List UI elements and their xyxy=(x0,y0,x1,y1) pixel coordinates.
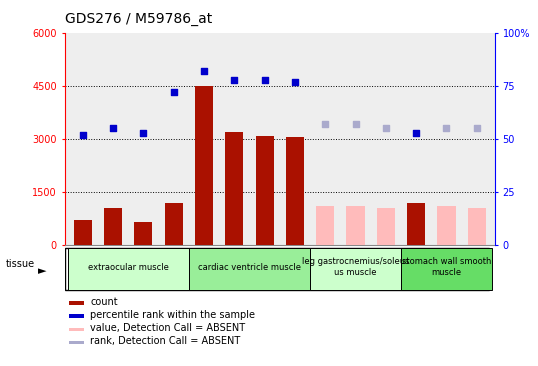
Point xyxy=(321,121,330,127)
Text: cardiac ventricle muscle: cardiac ventricle muscle xyxy=(198,263,301,272)
Point xyxy=(472,126,481,131)
Point xyxy=(200,68,208,74)
Bar xyxy=(165,203,183,245)
Bar xyxy=(68,247,189,290)
Bar xyxy=(69,341,84,344)
Point xyxy=(412,130,421,136)
Bar xyxy=(286,137,304,245)
Bar xyxy=(69,302,84,305)
Text: GDS276 / M59786_at: GDS276 / M59786_at xyxy=(65,12,212,26)
Text: rank, Detection Call = ABSENT: rank, Detection Call = ABSENT xyxy=(90,336,240,346)
Bar xyxy=(346,206,365,245)
Bar xyxy=(316,206,334,245)
Text: ►: ► xyxy=(38,266,46,276)
Bar xyxy=(74,220,92,245)
Point xyxy=(139,130,147,136)
Text: count: count xyxy=(90,297,118,307)
Text: stomach wall smooth
muscle: stomach wall smooth muscle xyxy=(402,257,491,277)
Bar xyxy=(195,86,213,245)
Text: percentile rank within the sample: percentile rank within the sample xyxy=(90,310,256,320)
Bar xyxy=(134,222,152,245)
Point xyxy=(351,121,360,127)
Bar xyxy=(256,135,274,245)
Point xyxy=(260,77,269,83)
Point xyxy=(230,77,238,83)
Bar xyxy=(310,247,401,290)
Bar xyxy=(104,208,122,245)
Bar xyxy=(437,206,456,245)
Text: extraocular muscle: extraocular muscle xyxy=(88,263,168,272)
Point xyxy=(442,126,451,131)
Bar xyxy=(225,132,243,245)
Bar xyxy=(377,208,395,245)
Bar xyxy=(189,247,310,290)
Bar xyxy=(407,203,425,245)
Point xyxy=(381,126,390,131)
Point xyxy=(291,79,299,85)
Bar xyxy=(69,314,84,318)
Bar xyxy=(401,247,492,290)
Text: tissue: tissue xyxy=(5,259,34,269)
Text: leg gastrocnemius/soleus
us muscle: leg gastrocnemius/soleus us muscle xyxy=(302,257,409,277)
Point xyxy=(79,132,87,138)
Bar xyxy=(69,328,84,331)
Bar xyxy=(468,208,486,245)
Point xyxy=(169,89,178,95)
Point xyxy=(109,126,117,131)
Text: value, Detection Call = ABSENT: value, Detection Call = ABSENT xyxy=(90,323,245,333)
